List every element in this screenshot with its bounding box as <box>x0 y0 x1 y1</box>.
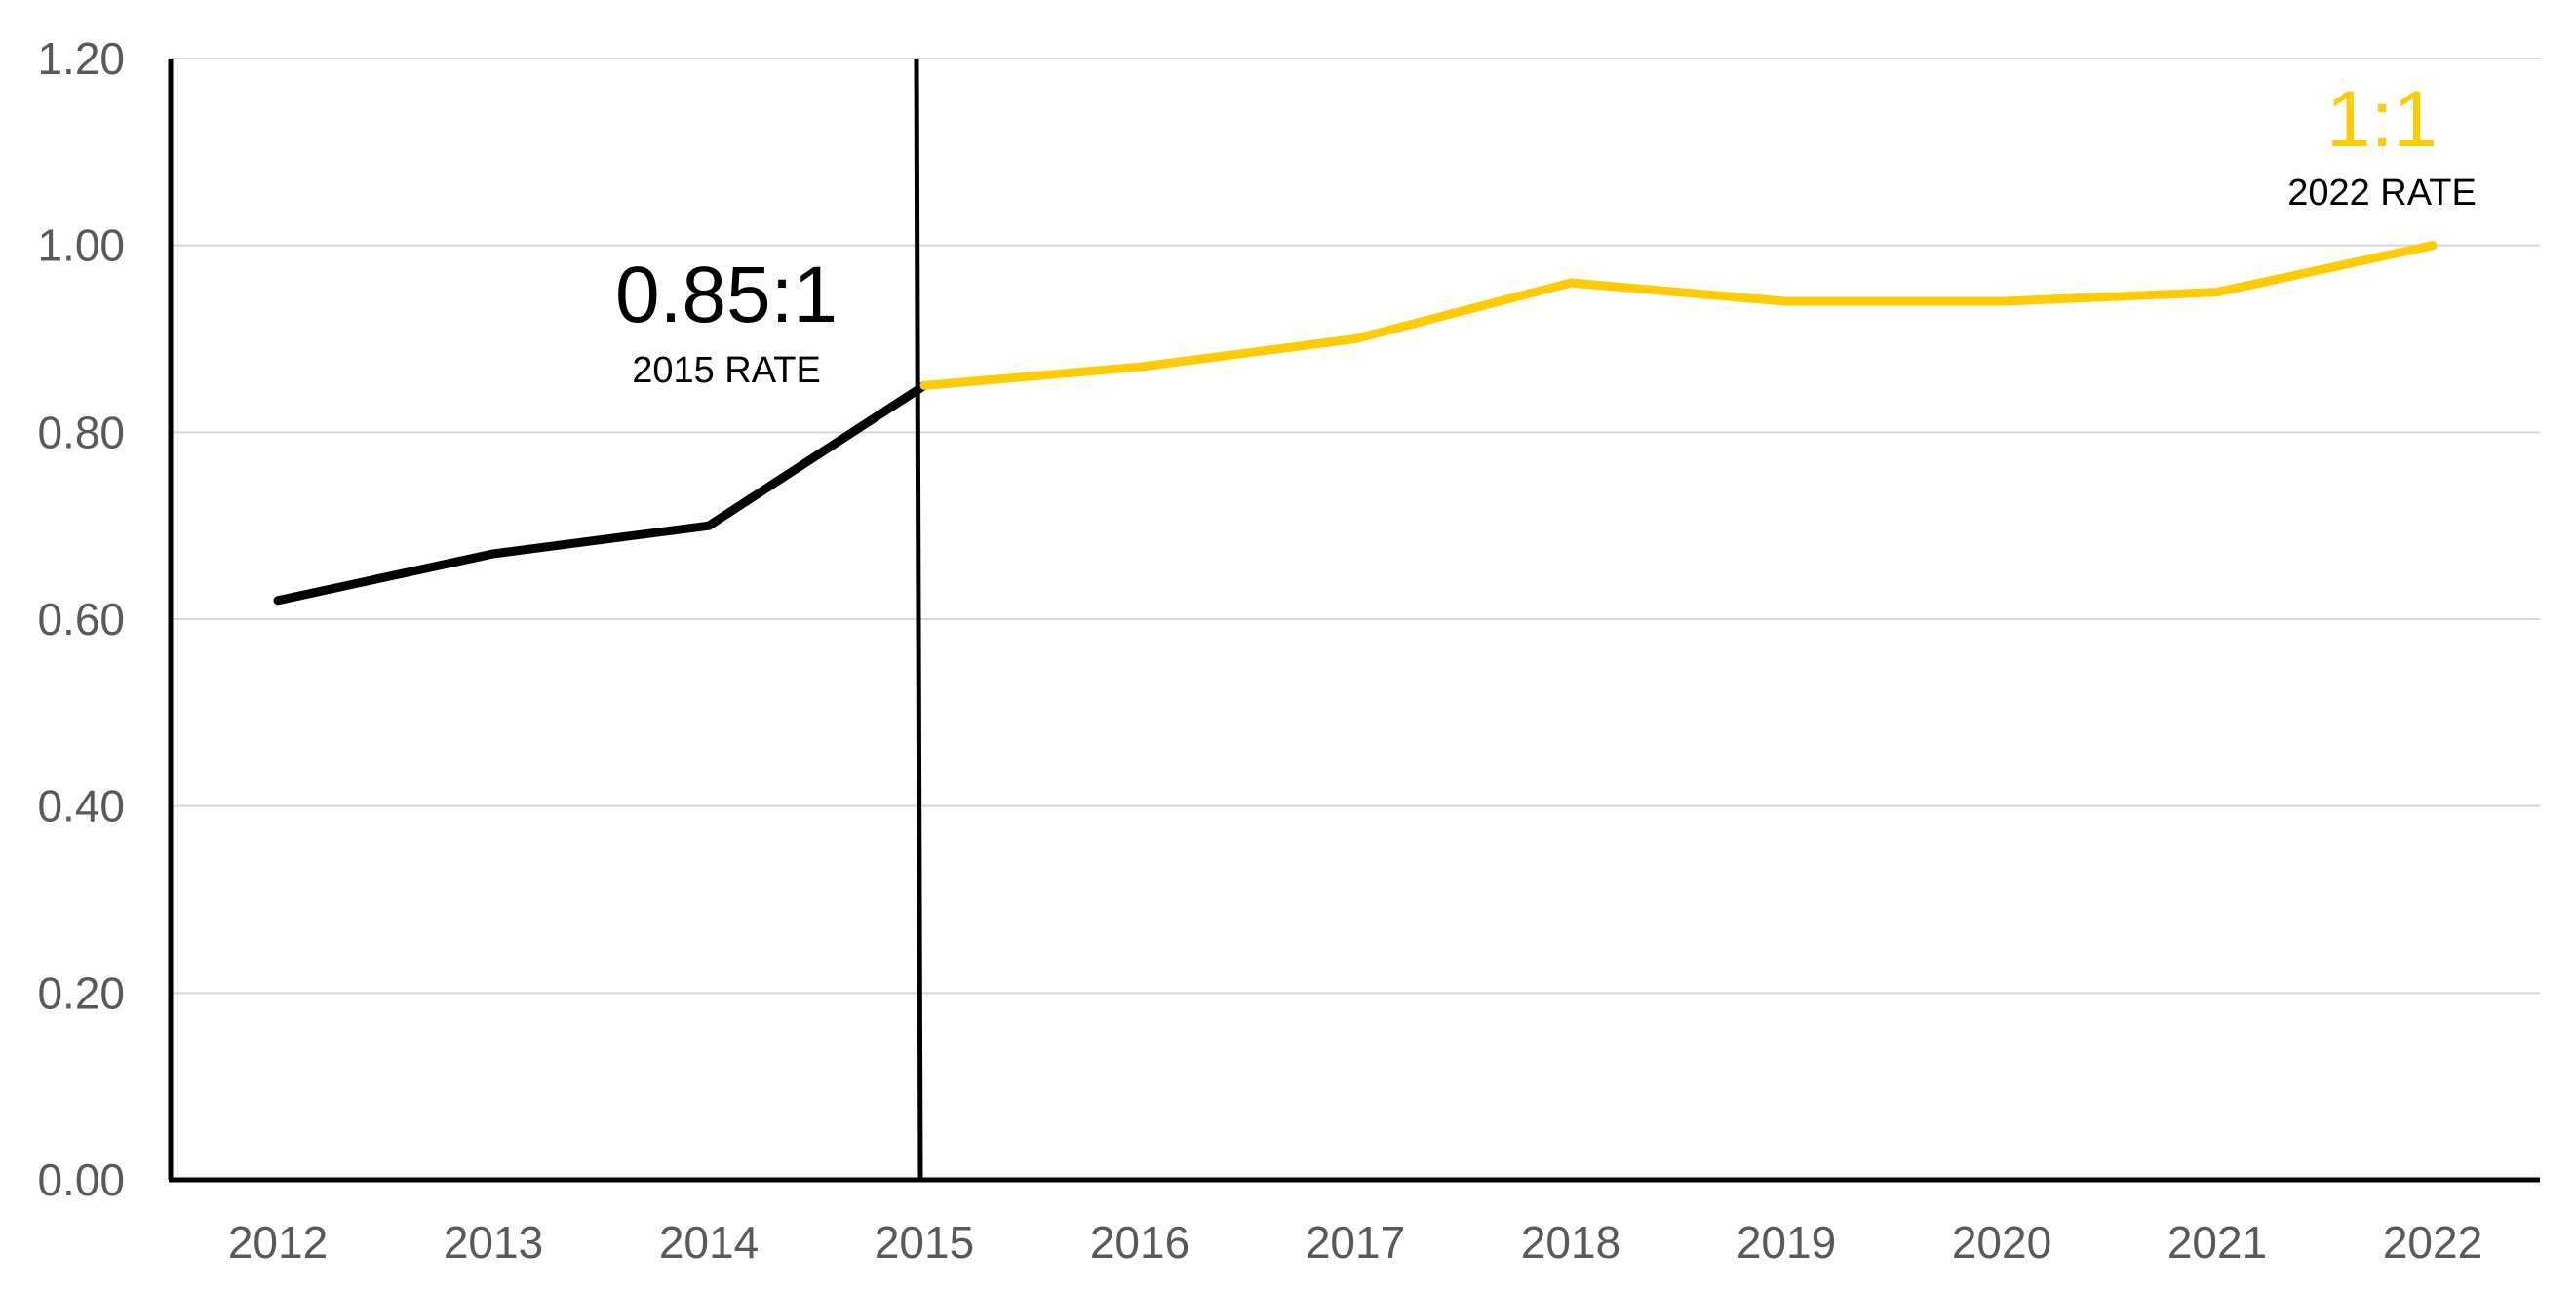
x-tick-label: 2022 <box>2383 1217 2482 1268</box>
x-tick-label: 2013 <box>444 1217 543 1268</box>
x-tick-label: 2016 <box>1090 1217 1190 1268</box>
y-axis-ticks: 0.00 0.20 0.40 0.60 0.80 1.00 1.20 <box>37 33 125 1205</box>
x-tick-label: 2018 <box>1521 1217 1620 1268</box>
y-tick-label: 0.00 <box>37 1154 125 1205</box>
annotation-2015-value: 0.85:1 <box>615 251 838 339</box>
annotation-2022-label: 2022 RATE <box>2287 173 2477 214</box>
axes <box>168 58 2540 1183</box>
y-tick-label: 0.20 <box>37 967 125 1018</box>
x-axis-ticks: 2012 2013 2014 2015 2016 2017 2018 2019 2020 2021… <box>228 1217 2482 1268</box>
reference-line-2015 <box>914 58 923 1181</box>
series-line-1 <box>919 241 2438 390</box>
y-tick-label: 0.80 <box>37 407 125 457</box>
annotation-2022-value: 1:1 <box>2326 75 2438 164</box>
x-tick-label: 2014 <box>659 1217 759 1268</box>
x-tick-label: 2017 <box>1306 1217 1405 1268</box>
x-tick-label: 2020 <box>1952 1217 2051 1268</box>
x-tick-label: 2019 <box>1737 1217 1836 1268</box>
x-tick-label: 2015 <box>875 1217 974 1268</box>
series-lines <box>273 241 2438 606</box>
x-tick-label: 2012 <box>228 1217 328 1268</box>
y-tick-label: 1.00 <box>37 220 125 271</box>
annotations: 0.85:1 2015 RATE 1:1 2022 RATE <box>615 75 2477 391</box>
y-tick-label: 0.40 <box>37 781 125 832</box>
y-tick-label: 1.20 <box>37 33 125 84</box>
series-line-0 <box>273 380 929 606</box>
x-tick-label: 2021 <box>2167 1217 2267 1268</box>
annotation-2015-label: 2015 RATE <box>632 350 821 391</box>
gridlines <box>171 58 2540 995</box>
y-tick-label: 0.60 <box>37 594 125 645</box>
